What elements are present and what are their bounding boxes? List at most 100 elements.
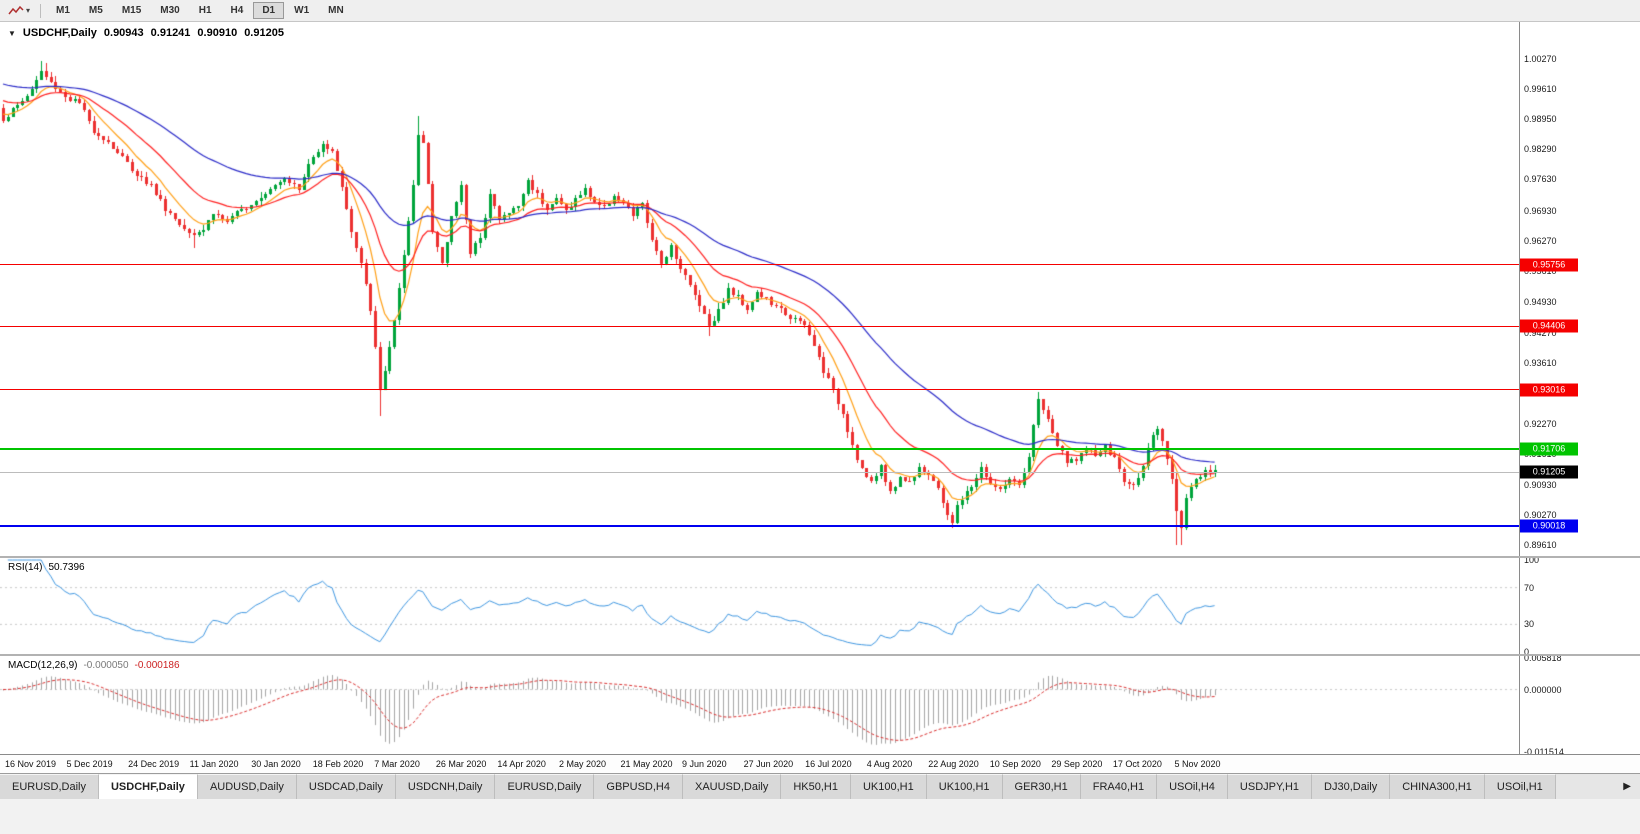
time-axis-label: 4 Aug 2020 <box>866 759 913 769</box>
chart-tools-button[interactable]: ▾ <box>4 3 34 19</box>
panel-separator[interactable] <box>0 556 1640 558</box>
time-axis-label: 21 May 2020 <box>620 759 673 769</box>
time-axis-label: 30 Jan 2020 <box>251 759 301 769</box>
price-axis-label: 0.89610 <box>1524 540 1557 550</box>
timeframe-button-m15[interactable]: M15 <box>121 5 142 16</box>
support-resistance-line-red[interactable] <box>0 389 1519 391</box>
timeframe-toolbar: ▾ M1 M5 M15 M30 H1 H4 D1 W1 MN <box>0 0 1640 22</box>
time-axis-label: 22 Aug 2020 <box>928 759 979 769</box>
support-resistance-line-red[interactable] <box>0 325 1519 327</box>
macd-signal-value: -0.000186 <box>134 660 180 671</box>
chart-tab-xauusd-daily[interactable]: XAUUSD,Daily <box>682 774 782 799</box>
price-axis-label: 0.96270 <box>1524 236 1557 247</box>
price-tag-red: 0.95756 <box>1520 258 1578 272</box>
rsi-axis-label: 0 <box>1524 647 1530 657</box>
chart-tab-uk100-h1[interactable]: UK100,H1 <box>926 774 1003 799</box>
time-axis-label: 17 Oct 2020 <box>1112 759 1162 769</box>
current-price-tag: 0.91205 <box>1520 465 1578 479</box>
macd-main-value: -0.000050 <box>83 660 129 671</box>
chart-symbol: USDCHF,Daily <box>22 27 97 39</box>
macd-axis-label: -0.011514 <box>1524 747 1564 757</box>
chart-tab-china300-h1[interactable]: CHINA300,H1 <box>1390 774 1485 799</box>
timeframe-button-m5[interactable]: M5 <box>88 5 103 16</box>
price-axis-label: 0.90270 <box>1524 509 1557 520</box>
timeframe-button-w1[interactable]: W1 <box>294 5 310 16</box>
chart-tab-usoil-h4[interactable]: USOil,H4 <box>1157 774 1228 799</box>
price-tag-red: 0.93016 <box>1520 383 1578 397</box>
timeframe-button-mn[interactable]: MN <box>328 5 344 16</box>
ohlc-open: 0.90943 <box>103 27 144 39</box>
price-axis-label: 0.90930 <box>1524 479 1557 490</box>
price-axis-label: 1.00270 <box>1524 54 1557 64</box>
price-axis-label: 0.98290 <box>1524 144 1557 155</box>
current-price-line <box>0 472 1519 474</box>
price-tag-blue: 0.90018 <box>1520 519 1578 533</box>
time-axis[interactable]: 16 Nov 2019 5 Dec 2019 24 Dec 2019 11 Jan 2… <box>0 754 1640 773</box>
indicator-zigzag-icon <box>8 5 24 14</box>
chart-tab-usdcnh-daily[interactable]: USDCNH,Daily <box>395 774 496 799</box>
tab-scroll-right-button[interactable]: ▶ <box>1623 781 1631 792</box>
chart-tab-usoil-h1[interactable]: USOil,H1 <box>1484 774 1556 799</box>
price-axis-label: 0.99610 <box>1524 84 1557 95</box>
timeframe-button-h4[interactable]: H4 <box>230 5 244 16</box>
support-resistance-line-green[interactable] <box>0 448 1519 451</box>
timeframe-button-d1[interactable]: D1 <box>253 2 285 19</box>
chart-tab-audusd-daily[interactable]: AUDUSD,Daily <box>197 774 297 799</box>
chart-tab-hk50-h1[interactable]: HK50,H1 <box>781 774 851 799</box>
timeframe-button-h1[interactable]: H1 <box>198 5 212 16</box>
chart-tab-dj30-daily[interactable]: DJ30,Daily <box>1312 774 1391 799</box>
rsi-axis-label: 70 <box>1524 582 1535 593</box>
ohlc-low: 0.90910 <box>197 27 238 39</box>
chart-title: ▼ USDCHF,Daily 0.90943 0.91241 0.90910 0… <box>8 27 284 39</box>
chart-tab-eurusd-daily[interactable]: EURUSD,Daily <box>495 774 595 799</box>
price-axis-label: 0.94930 <box>1524 297 1557 308</box>
time-axis-label: 5 Dec 2019 <box>66 759 113 769</box>
chart-tab-ger30-h1[interactable]: GER30,H1 <box>1002 774 1081 799</box>
macd-axis-label: 0.005818 <box>1524 653 1562 663</box>
timeframe-button-m1[interactable]: M1 <box>56 5 70 16</box>
time-axis-label: 9 Jun 2020 <box>682 759 727 769</box>
chart-tab-usdchf-daily[interactable]: USDCHF,Daily <box>98 774 198 799</box>
rsi-label: RSI(14) 50.7396 <box>8 562 85 573</box>
chart-tab-usdjpy-h1[interactable]: USDJPY,H1 <box>1227 774 1313 799</box>
support-resistance-line-red[interactable] <box>0 264 1519 266</box>
time-axis-label: 26 Mar 2020 <box>435 759 487 769</box>
price-tag-red: 0.94406 <box>1520 319 1578 333</box>
price-axis-label: 0.96930 <box>1524 206 1557 217</box>
time-axis-label: 27 Jun 2020 <box>743 759 794 769</box>
chart-tab-usdcad-daily[interactable]: USDCAD,Daily <box>296 774 396 799</box>
timeframe-button-m30[interactable]: M30 <box>160 5 180 16</box>
time-axis-label: 16 Nov 2019 <box>5 759 57 769</box>
collapse-chart-icon[interactable]: ▼ <box>8 28 16 38</box>
price-axis-label: 0.98950 <box>1524 114 1557 125</box>
time-axis-label: 10 Sep 2020 <box>989 759 1041 769</box>
toolbar-divider <box>40 3 42 18</box>
axis-separator-line <box>1519 22 1520 754</box>
time-axis-label: 16 Jul 2020 <box>805 759 852 769</box>
chart-tab-uk100-h1[interactable]: UK100,H1 <box>850 774 927 799</box>
rsi-name: RSI(14) <box>8 562 43 573</box>
price-axis-label: 0.97630 <box>1524 174 1557 185</box>
chart-tab-gbpusd-h4[interactable]: GBPUSD,H4 <box>594 774 683 799</box>
chart-tab-eurusd-daily[interactable]: EURUSD,Daily <box>0 774 99 799</box>
time-axis-label: 14 Apr 2020 <box>497 759 546 769</box>
support-resistance-line-blue[interactable] <box>0 525 1519 528</box>
panel-separator[interactable] <box>0 654 1640 656</box>
price-axis-label: 0.93610 <box>1524 357 1557 368</box>
rsi-value: 50.7396 <box>48 562 85 573</box>
chart-tab-fra40-h1[interactable]: FRA40,H1 <box>1080 774 1158 799</box>
time-axis-label: 24 Dec 2019 <box>128 759 180 769</box>
time-axis-label: 7 Mar 2020 <box>374 759 420 769</box>
price-tag-green: 0.91706 <box>1520 442 1578 456</box>
time-axis-label: 2 May 2020 <box>558 759 606 769</box>
macd-name: MACD(12,26,9) <box>8 660 78 671</box>
time-axis-label: 5 Nov 2020 <box>1174 759 1221 769</box>
time-axis-label: 11 Jan 2020 <box>189 759 239 769</box>
rsi-axis-label: 100 <box>1524 555 1540 565</box>
time-axis-label: 29 Sep 2020 <box>1051 759 1103 769</box>
time-axis-label: 18 Feb 2020 <box>312 759 364 769</box>
price-axis-label: 0.95610 <box>1524 266 1557 277</box>
ohlc-close: 0.91205 <box>244 27 284 39</box>
